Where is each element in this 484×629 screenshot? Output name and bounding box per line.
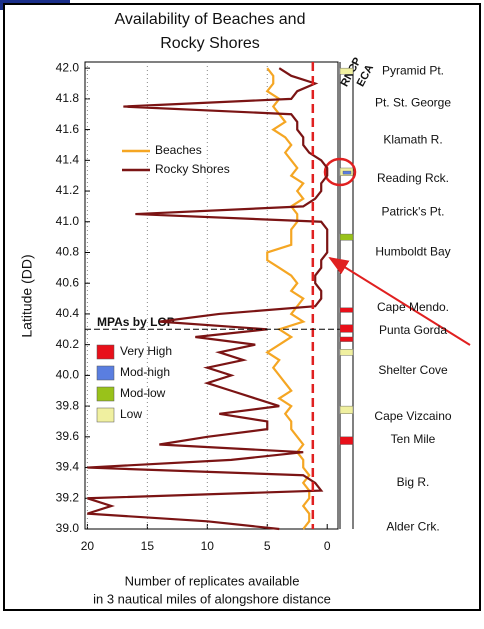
mpa-legend-title: MPAs by LOP — [97, 315, 175, 329]
y-tick-label: 40.2 — [56, 337, 80, 351]
mpa-legend-swatch — [96, 344, 115, 360]
mpa-legend-label: Mod-high — [120, 365, 170, 379]
highlight-circle — [323, 157, 357, 187]
place-label: Reading Rck. — [377, 171, 449, 185]
x-axis-label: Number of replicates available — [125, 573, 300, 588]
mpa-legend-label: Very High — [120, 344, 172, 358]
x-tick-label: 20 — [81, 539, 95, 553]
y-tick-label: 42.0 — [56, 60, 80, 74]
legend-label: Beaches — [155, 143, 202, 157]
mpa-block — [339, 405, 354, 414]
chart-title: Rocky Shores — [160, 35, 260, 52]
mpa-block — [339, 233, 354, 241]
plot-frame — [84, 61, 339, 530]
y-tick-label: 41.0 — [56, 214, 80, 228]
place-label: Big R. — [397, 475, 430, 489]
y-tick-label: 39.2 — [56, 490, 80, 504]
mpa-block — [339, 67, 354, 75]
place-label: Pt. St. George — [375, 96, 451, 110]
y-tick-label: 40.4 — [56, 306, 80, 320]
mpa-block — [339, 349, 354, 356]
place-label: Humboldt Bay — [375, 245, 450, 259]
y-tick-label: 40.0 — [56, 368, 80, 382]
mpa-block — [339, 307, 354, 313]
legend-label: Rocky Shores — [155, 162, 230, 176]
mpa-legend-label: Low — [120, 407, 142, 421]
chart-title: Availability of Beaches and — [115, 11, 306, 28]
y-tick-label: 39.8 — [56, 398, 80, 412]
place-label: Klamath R. — [383, 133, 442, 147]
mpa-legend-swatch — [96, 407, 115, 423]
mpa-block — [339, 436, 354, 445]
place-label: Patrick's Pt. — [382, 205, 445, 219]
place-label: Punta Gorda — [379, 323, 447, 337]
mpa-block — [339, 336, 354, 342]
x-tick-label: 15 — [141, 539, 155, 553]
y-tick-label: 41.6 — [56, 122, 80, 136]
x-axis-label: in 3 nautical miles of alongshore distan… — [93, 591, 331, 606]
frame — [3, 3, 481, 611]
y-tick-label: 39.6 — [56, 429, 80, 443]
y-tick-label: 39.0 — [56, 521, 80, 535]
y-tick-label: 39.4 — [56, 460, 80, 474]
y-tick-label: 40.8 — [56, 245, 80, 259]
annotation-arrow — [328, 256, 471, 346]
mpa-legend-label: Mod-low — [120, 386, 166, 400]
mpa-block — [339, 324, 354, 333]
x-tick-label: 5 — [264, 539, 271, 553]
place-label: Cape Mendo. — [377, 300, 449, 314]
mpa-block — [342, 170, 352, 175]
y-tick-label: 41.2 — [56, 183, 80, 197]
place-label: Cape Vizcaino — [374, 409, 451, 423]
x-tick-label: 0 — [324, 539, 331, 553]
mpa-legend-swatch — [96, 365, 115, 381]
data-line — [87, 67, 329, 531]
place-label: Shelter Cove — [378, 363, 448, 377]
x-tick-label: 10 — [201, 539, 215, 553]
y-tick-label: 40.6 — [56, 275, 80, 289]
mpa-legend-swatch — [96, 386, 115, 402]
y-tick-label: 41.4 — [56, 152, 80, 166]
y-axis-label: Latitude (DD) — [19, 254, 35, 337]
place-label: Pyramid Pt. — [382, 63, 444, 77]
place-label: Ten Mile — [391, 432, 436, 446]
place-label: Alder Crk. — [386, 520, 439, 534]
y-tick-label: 41.8 — [56, 91, 80, 105]
